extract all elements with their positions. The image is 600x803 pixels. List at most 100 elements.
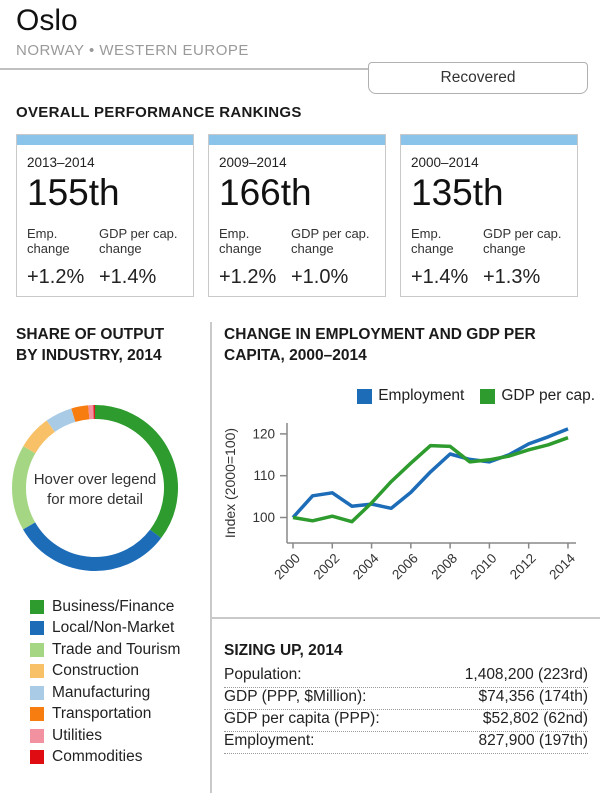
legend-swatch xyxy=(30,728,44,743)
legend-item-gdp-per-cap: GDP per cap. xyxy=(480,387,595,405)
panel-divider-horizontal xyxy=(210,617,600,619)
donut-segment-transportation[interactable] xyxy=(71,405,90,422)
series-line-employment xyxy=(291,427,569,519)
x-tick-label: 2004 xyxy=(350,550,382,582)
legend-label: Utilities xyxy=(52,726,102,744)
emp-change-value: +1.4% xyxy=(411,265,469,288)
y-tick-label: 110 xyxy=(253,468,275,483)
legend-label: Local/Non-Market xyxy=(52,619,175,637)
card-period: 2013–2014 xyxy=(27,155,95,170)
x-tick-label: 2006 xyxy=(389,551,421,583)
emp-change-label: Emp. change xyxy=(219,225,262,257)
legend-swatch xyxy=(30,664,44,679)
legend-item-employment: Employment xyxy=(357,387,464,405)
emp-change-value: +1.2% xyxy=(219,265,277,288)
legend-swatch xyxy=(30,750,44,765)
legend-item-transportation[interactable]: Transportation xyxy=(30,704,180,726)
donut-section-title: SHARE OF OUTPUT BY INDUSTRY, 2014 xyxy=(16,326,165,364)
donut-segment-construction[interactable] xyxy=(23,420,56,454)
donut-segment-manufacturing[interactable] xyxy=(46,408,76,433)
row-value: 827,900 (197th) xyxy=(478,732,588,749)
line-chart-legend: Employment GDP per cap. xyxy=(213,387,595,405)
ranking-card-2000-2014: 2000–2014 135th Emp. change GDP per cap.… xyxy=(400,134,578,297)
legend-item-business-finance[interactable]: Business/Finance xyxy=(30,596,180,618)
card-accent-bar xyxy=(401,135,577,145)
legend-item-commodities[interactable]: Commodities xyxy=(30,747,180,769)
x-tick-label: 2002 xyxy=(311,551,343,583)
ranking-card-2009-2014: 2009–2014 166th Emp. change GDP per cap.… xyxy=(208,134,386,297)
legend-item-trade-and-tourism[interactable]: Trade and Tourism xyxy=(30,639,180,661)
industry-donut-chart xyxy=(12,404,178,571)
gdp-change-label: GDP per cap. change xyxy=(291,225,370,257)
table-row: Employment: 827,900 (197th) xyxy=(224,732,588,754)
rankings-heading: OVERALL PERFORMANCE RANKINGS xyxy=(16,104,302,121)
sizing-table: Population: 1,408,200 (223rd) GDP (PPP, $M… xyxy=(224,666,588,754)
employment-swatch xyxy=(357,388,373,404)
card-period: 2009–2014 xyxy=(219,155,287,170)
panel-divider-vertical xyxy=(210,322,212,793)
donut-center-note: Hover over legend for more detail xyxy=(33,471,157,509)
y-tick-label: 100 xyxy=(252,510,275,525)
row-value: $74,356 (174th) xyxy=(478,688,588,705)
gdp-change-value: +1.4% xyxy=(99,265,157,288)
row-value: $52,802 (62nd) xyxy=(482,710,588,727)
row-label: GDP per capita (PPP): xyxy=(224,710,380,727)
legend-swatch xyxy=(30,642,44,657)
row-label: GDP (PPP, $Million): xyxy=(224,688,367,705)
legend-item-construction[interactable]: Construction xyxy=(30,661,180,683)
legend-label: GDP per cap. xyxy=(501,387,595,404)
emp-change-label: Emp. change xyxy=(27,225,70,257)
table-row: GDP (PPP, $Million): $74,356 (174th) xyxy=(224,688,588,710)
page-title: Oslo xyxy=(16,4,78,37)
legend-swatch xyxy=(30,621,44,636)
gdp-swatch xyxy=(480,388,496,404)
donut-segment-business-finance[interactable] xyxy=(94,405,178,539)
legend-swatch xyxy=(30,599,44,614)
donut-segment-trade-and-tourism[interactable] xyxy=(12,446,36,530)
legend-item-utilities[interactable]: Utilities xyxy=(30,725,180,747)
legend-item-manufacturing[interactable]: Manufacturing xyxy=(30,682,180,704)
gdp-change-label: GDP per cap. change xyxy=(483,225,562,257)
x-tick-label: 2014 xyxy=(546,550,578,582)
card-rank: 155th xyxy=(27,172,120,213)
table-row: GDP per capita (PPP): $52,802 (62nd) xyxy=(224,710,588,732)
industry-legend: Business/Finance Local/Non-Market Trade an… xyxy=(30,596,180,768)
row-value: 1,408,200 (223rd) xyxy=(464,666,588,683)
card-period: 2000–2014 xyxy=(411,155,479,170)
line-chart-section-title: CHANGE IN EMPLOYMENT AND GDP PER CAPITA,… xyxy=(224,326,536,364)
row-label: Population: xyxy=(224,666,302,683)
legend-swatch xyxy=(30,685,44,700)
recovery-status-badge[interactable]: Recovered xyxy=(368,62,588,94)
legend-label: Commodities xyxy=(52,748,143,766)
employment-gdp-line-chart: 100 110 120 2000 2002 2004 2006 2008 2010 2012 201… xyxy=(252,423,578,583)
sizing-heading: SIZING UP, 2014 xyxy=(224,642,343,659)
gdp-change-value: +1.0% xyxy=(291,265,349,288)
card-rank: 166th xyxy=(219,172,312,213)
x-tick-label: 2010 xyxy=(468,551,500,583)
card-accent-bar xyxy=(17,135,193,145)
y-tick-label: 120 xyxy=(252,426,275,441)
x-tick-label: 2000 xyxy=(271,551,303,583)
card-rank: 135th xyxy=(411,172,504,213)
card-accent-bar xyxy=(209,135,385,145)
legend-label: Trade and Tourism xyxy=(52,640,181,658)
legend-label: Manufacturing xyxy=(52,683,151,701)
header-divider xyxy=(0,68,368,70)
emp-change-label: Emp. change xyxy=(411,225,454,257)
legend-label: Transportation xyxy=(52,705,152,723)
legend-label: Construction xyxy=(52,662,140,680)
legend-label: Business/Finance xyxy=(52,597,175,615)
legend-label: Employment xyxy=(378,387,465,404)
series-line-gdp-per-cap xyxy=(292,436,569,524)
gdp-change-value: +1.3% xyxy=(483,265,541,288)
x-tick-label: 2012 xyxy=(507,551,539,583)
ranking-card-2013-2014: 2013–2014 155th Emp. change GDP per cap.… xyxy=(16,134,194,297)
legend-swatch xyxy=(30,707,44,722)
region-subtitle: NORWAY • WESTERN EUROPE xyxy=(16,42,249,59)
legend-item-local-non-market[interactable]: Local/Non-Market xyxy=(30,618,180,640)
donut-segment-local-non-market[interactable] xyxy=(23,522,162,571)
table-row: Population: 1,408,200 (223rd) xyxy=(224,666,588,688)
emp-change-value: +1.2% xyxy=(27,265,85,288)
row-label: Employment: xyxy=(224,732,315,749)
